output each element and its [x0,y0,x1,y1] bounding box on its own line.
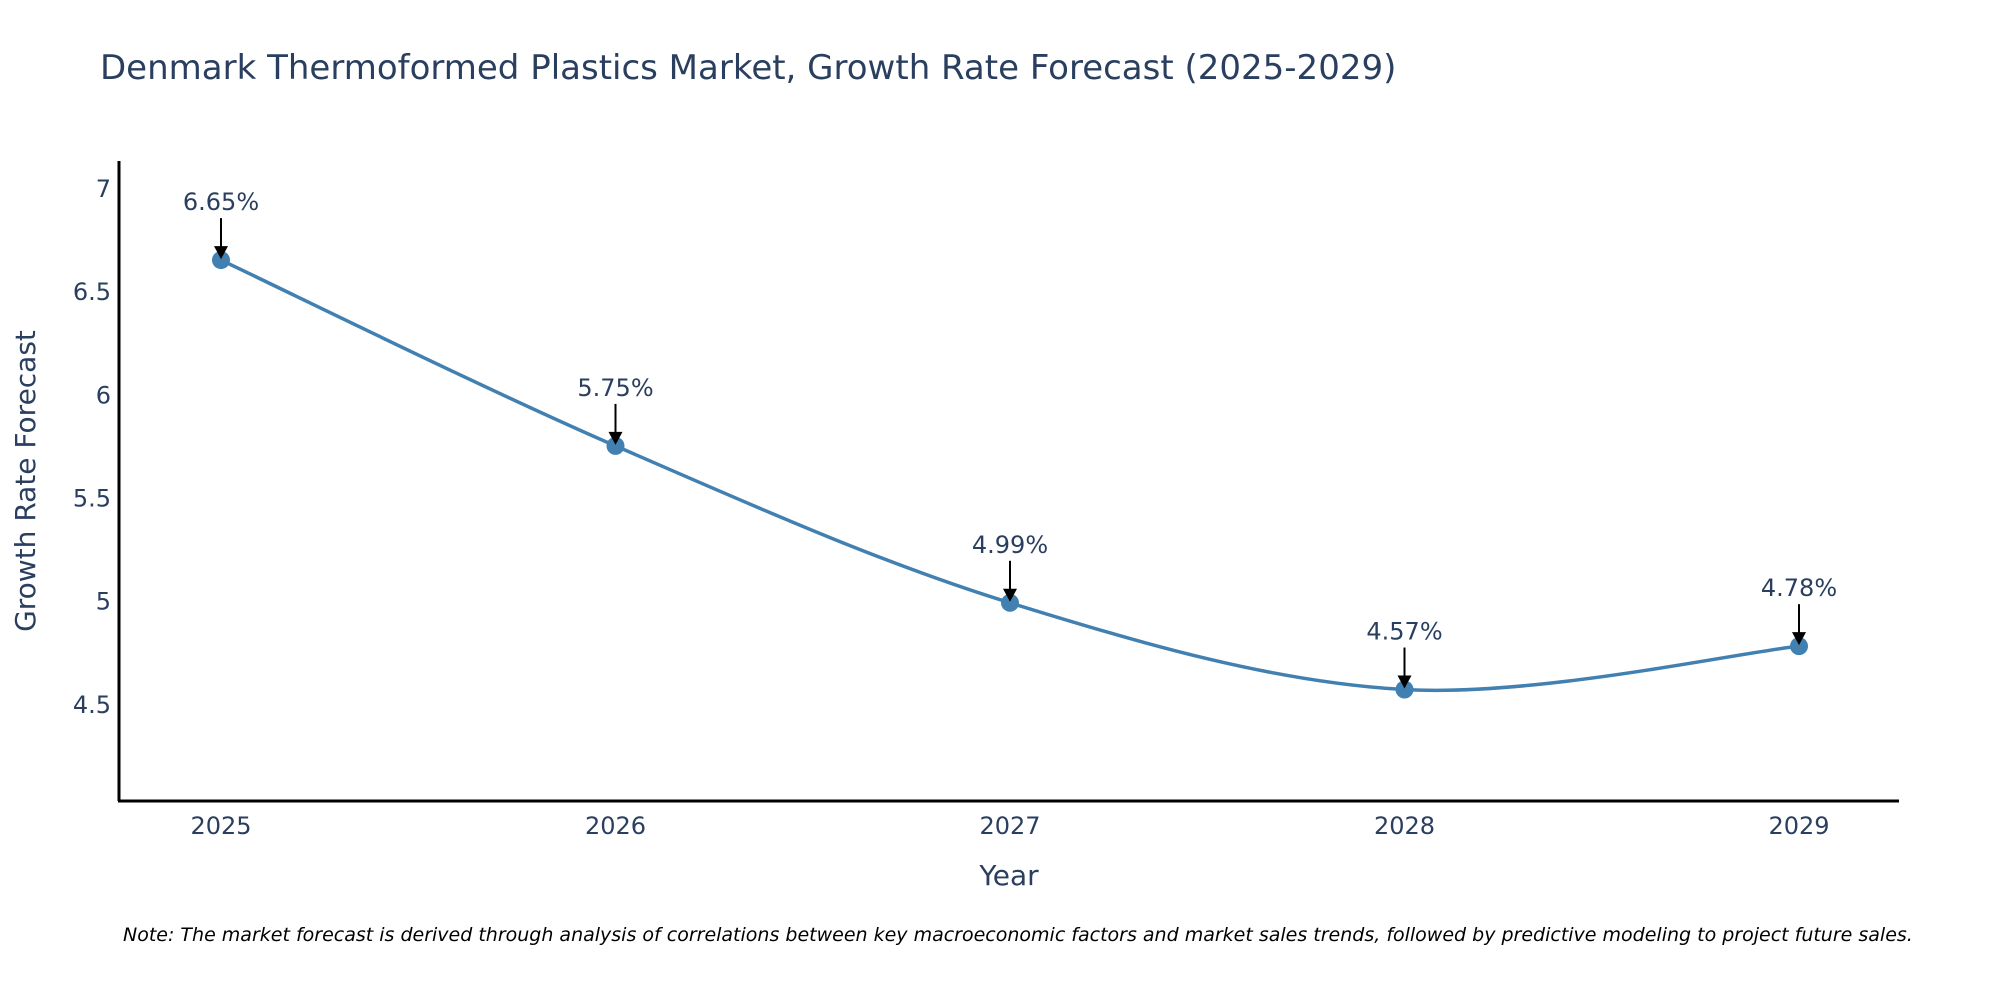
y-tick-label: 5.5 [73,485,111,513]
y-tick-label: 6 [96,381,111,409]
data-point-marker [1395,680,1414,699]
data-point-marker [212,251,230,270]
x-tick-label: 2026 [585,812,646,840]
x-tick-label: 2029 [1768,812,1829,840]
data-point-marker [1001,593,1019,612]
annotation-arrow-head [608,431,623,445]
y-tick-label: 5 [96,588,111,616]
annotation-arrow-head [1397,675,1412,689]
forecast-note: Note: The market forecast is derived thr… [123,924,1913,946]
data-markers [212,251,1808,699]
data-annotations: 6.65% 5.75% 4.99% 4.57% 4.78% [183,188,1837,689]
data-label: 6.65% [183,188,259,216]
annotation-arrow-head [1003,588,1017,602]
x-axis-title: Year [978,859,1039,892]
chart-title: Denmark Thermoformed Plastics Market, Gr… [100,48,1396,88]
y-tick-label: 4.5 [73,691,111,719]
x-tick-label: 2025 [190,812,251,840]
data-label: 4.57% [1366,618,1442,646]
y-axis-ticks: 4.5 5 5.5 6 6.5 7 [73,175,111,719]
data-point-marker [1790,637,1808,656]
annotation-arrow-head [214,246,228,260]
data-label: 5.75% [577,374,653,402]
y-tick-label: 7 [96,175,111,203]
x-tick-label: 2028 [1374,812,1435,840]
annotation-arrow-head [1792,632,1806,646]
x-axis-ticks: 2025 2026 2027 2028 2029 [190,812,1829,840]
data-label: 4.99% [972,531,1048,559]
data-point-marker [606,436,625,455]
x-tick-label: 2027 [979,812,1040,840]
data-label: 4.78% [1761,574,1837,602]
y-axis-title: Growth Rate Forecast [9,330,42,632]
y-tick-label: 6.5 [73,278,111,306]
series-line [220,258,1800,693]
